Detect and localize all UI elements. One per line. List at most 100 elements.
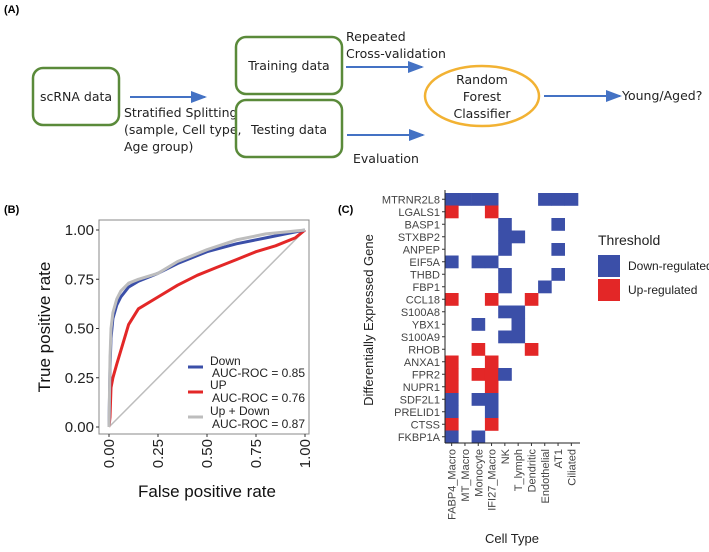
gene-label: CCL18 [406,294,440,306]
y-tick-label: 0.50 [65,321,94,338]
classifier-ellipse [423,64,541,128]
gene-label: LGALS1 [398,207,440,219]
x-tick-label: 0.00 [101,439,118,468]
heatmap-cell [445,405,459,419]
heatmap-cell [445,293,459,306]
x-tick-label: 0.50 [199,439,216,468]
cell-type-label: Endothelial [540,449,552,503]
testing-box [234,98,344,159]
heatmap-cell [511,305,526,319]
heatmap-cell [484,393,499,406]
roc-curve-up-down [107,228,306,428]
heatmap-cell [458,193,472,206]
scrna-label: scRNA data [40,89,112,104]
legend-series-name: UP [210,378,227,392]
cell-type-label: MT_Macro [460,449,472,502]
heatmap-cell [445,193,459,206]
heatmap-cell [471,343,486,356]
split-line-3: Age group) [124,139,193,154]
heatmap-cell [551,193,565,206]
heatmap-cell [498,280,512,294]
panel-label-a: (A) [4,4,20,16]
heatmap-xlabel: Cell Type [485,531,539,546]
heatmap-cell [498,268,512,281]
y-tick-label: 1.00 [65,222,94,239]
panel-label-b: (B) [4,204,20,216]
legend-label-down: Down-regulated [628,259,709,273]
training-box [234,35,344,96]
legend-auc: AUC-ROC = 0.76 [212,391,305,405]
legend-auc: AUC-ROC = 0.85 [212,366,305,380]
heatmap-cell [484,293,499,306]
classifier-line-3: Classifier [453,106,511,121]
heatmap-cell [498,243,512,256]
heatmap-cell [498,218,512,231]
gene-label: STXBP2 [398,232,440,244]
cv-line-2: Cross-validation [346,46,446,61]
roc-chart: 0.00 0.25 0.50 0.75 1.00 0.00 0.25 0.50 0.75 1.00… [35,219,314,501]
heatmap-cell [445,368,459,381]
cell-type-label: IFI27_Macro [487,449,499,511]
roc-curve-up [107,228,306,428]
cell-type-label: Dendritic [526,449,538,493]
scrna-box [31,66,121,127]
roc-xlabel: False positive rate [138,482,276,501]
heatmap-cell [511,318,526,331]
panel-label-c: (C) [338,204,354,216]
legend-title: Threshold [598,232,660,248]
gene-label: THBD [410,269,440,281]
gene-label: EIF5A [409,257,440,269]
heatmap-cell [484,193,499,206]
heatmap-cell [524,343,539,356]
legend-series-name: Up + Down [210,404,270,418]
gene-label: S100A9 [401,332,440,344]
heatmap-cell [564,193,579,206]
heatmap-cell [498,230,512,244]
cell-type-label: Monocyte [473,449,485,497]
gene-label: YBX1 [412,319,440,331]
gene-label: ANXA1 [404,357,440,369]
heatmap-cell [445,393,459,406]
heatmap-cell [445,355,459,369]
x-tick-label: 0.25 [150,439,167,468]
heatmap-cell [445,380,459,394]
cell-type-label: T_lymph [513,449,525,491]
heatmap-cell [445,418,459,431]
legend-key-up [598,279,620,301]
heatmap-cell [484,418,499,431]
heatmap-cell [445,430,459,444]
heatmap-cell [511,330,526,344]
cell-type-label: FABP4_Macro [447,449,459,520]
gene-label: CTSS [411,419,440,431]
cell-type-label: AT1 [553,449,565,468]
heatmap-cell [484,368,499,381]
gene-label: BASP1 [405,219,440,231]
heatmap-cell [471,430,486,444]
roc-panel [98,219,310,435]
heatmap-cell [484,255,499,269]
heatmap-cell [484,355,499,369]
legend-auc: AUC-ROC = 0.87 [212,417,305,431]
gene-label: FPR2 [412,369,440,381]
heatmap-cell [498,368,512,381]
heatmap-cell [511,230,526,244]
y-tick-label: 0.00 [65,419,94,436]
output-label: Young/Aged? [621,88,702,103]
heatmap-ylabel: Differentially Expressed Gene [361,234,376,406]
heatmap-cell [551,218,565,231]
x-tick-label: 0.75 [248,439,265,468]
heatmap-chart: MTRNR2L8LGALS1BASP1STXBP2ANPEPEIF5ATHBDF… [361,190,709,546]
split-line-2: (sample, Cell type, [124,122,242,137]
heatmap-cell [445,255,459,269]
evaluation-label: Evaluation [353,151,419,166]
legend-key-down [598,255,620,277]
diagonal-reference-line [108,229,306,428]
heatmap-cell [551,268,565,281]
classifier-line-2: Forest [463,89,501,104]
heatmap-cell [484,205,499,219]
heatmap-cell [551,243,565,256]
heatmap-cell [498,330,512,344]
gene-label: SDF2L1 [400,394,440,406]
